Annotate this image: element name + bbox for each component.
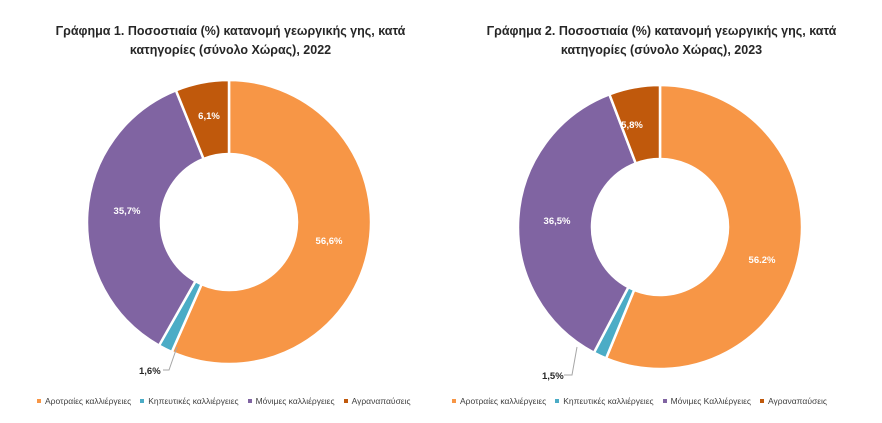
chart-title: Γράφημα 2. Ποσοστιαία (%) κατανομή γεωργ…: [441, 22, 882, 60]
slice-arable: [170, 78, 373, 366]
legend-label: Κηπευτικές καλλιέργειες: [563, 396, 654, 406]
chart-title-line1: Γράφημα 1. Ποσοστιαία (%) κατανομή γεωργ…: [55, 24, 406, 38]
legend-item-fallow: Αγραναπαύσεις: [343, 396, 411, 406]
legend-item-permanent: Μόνιμες καλλιέργειες: [247, 396, 335, 406]
slice-arable: [604, 83, 804, 371]
legend-label: Μόνιμες καλλιέργειες: [255, 396, 335, 406]
legend-item-arable: Αροτραίες καλλιέργειες: [452, 396, 546, 406]
chart-title: Γράφημα 1. Ποσοστιαία (%) κατανομή γεωργ…: [10, 22, 451, 60]
legend-label: Αγραναπαύσεις: [351, 396, 411, 406]
chart-panel-2022: Γράφημα 1. Ποσοστιαία (%) κατανομή γεωργ…: [37, 24, 411, 406]
chart-title-line2: κατηγορίες (σύνολο Χώρας), 2022: [129, 43, 332, 57]
chart-title-line2: κατηγορίες (σύνολο Χώρας), 2023: [560, 43, 763, 57]
data-label: 56.2%: [749, 255, 776, 266]
legend-swatch: [662, 399, 667, 403]
legend-swatch: [760, 399, 764, 403]
donut-chart: 56,6% 1,6% 35,7% 6,1%: [85, 78, 373, 377]
legend-swatch: [247, 399, 252, 403]
legend-swatch: [452, 399, 456, 403]
legend-item-fallow: Αγραναπαύσεις: [760, 396, 827, 406]
legend-label: Μόνιμες Καλλιέργειες: [670, 396, 751, 406]
legend-swatch: [37, 399, 41, 403]
legend-swatch: [140, 399, 145, 403]
legend-swatch: [555, 399, 560, 403]
chart-panel-2023: Γράφημα 2. Ποσοστιαία (%) κατανομή γεωργ…: [441, 0, 882, 423]
legend-item-vegetables: Κηπευτικές καλλιέργειες: [555, 396, 654, 406]
leader-line: [163, 346, 178, 371]
data-label: 35,7%: [114, 206, 141, 217]
chart-legend: Αροτραίες καλλιέργειες Κηπευτικές καλλιέ…: [452, 396, 827, 406]
data-label: 6,1%: [198, 111, 220, 122]
slice-fallow: [607, 83, 662, 166]
legend-item-permanent: Μόνιμες Καλλιέργειες: [662, 396, 751, 406]
legend-label: Αροτραίες καλλιέργειες: [460, 396, 547, 406]
data-label: 1,6%: [139, 366, 161, 377]
data-label: 36,5%: [544, 216, 571, 227]
legend-item-arable: Αροτραίες καλλιέργειες: [37, 396, 131, 406]
slice-fallow: [174, 78, 231, 161]
legend-swatch: [343, 399, 348, 403]
data-label: 56,6%: [316, 236, 343, 247]
leader-line: [564, 346, 578, 376]
data-label: 5,8%: [621, 120, 643, 131]
legend-label: Αροτραίες καλλιέργειες: [45, 396, 132, 406]
donut-chart: 56.2% 1,5% 36,5% 5,8%: [516, 83, 804, 382]
chart-title-line1: Γράφημα 2. Ποσοστιαία (%) κατανομή γεωργ…: [486, 24, 837, 38]
legend-item-vegetables: Κηπευτικές καλλιέργειες: [140, 396, 239, 406]
data-label: 1,5%: [542, 371, 564, 382]
legend-label: Αγραναπαύσεις: [768, 396, 828, 406]
slice-permanent: [516, 92, 638, 355]
slice-permanent: [85, 88, 206, 348]
chart-legend: Αροτραίες καλλιέργειες Κηπευτικές καλλιέ…: [37, 396, 411, 406]
legend-label: Κηπευτικές καλλιέργειες: [148, 396, 239, 406]
